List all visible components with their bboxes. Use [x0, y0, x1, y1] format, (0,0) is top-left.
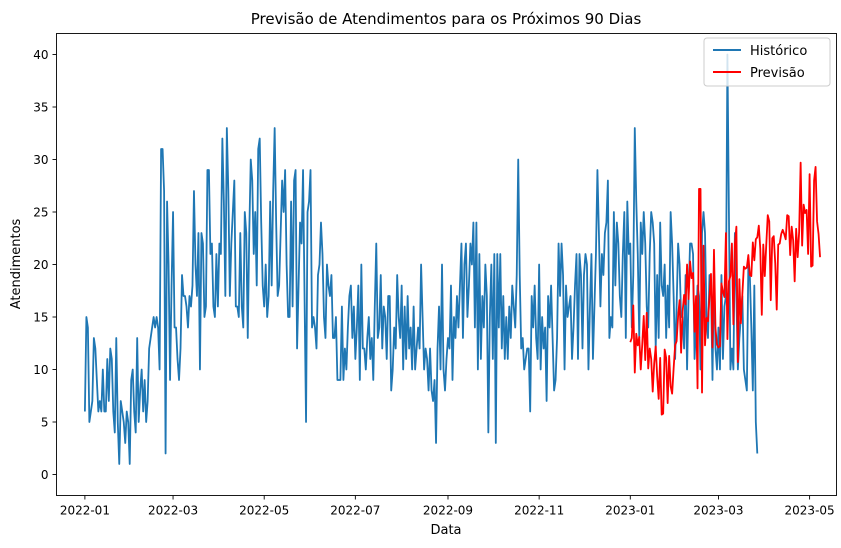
x-tick-label: 2022-05 [239, 504, 289, 518]
y-tick-label: 5 [41, 416, 49, 430]
y-tick-label: 25 [33, 206, 48, 220]
y-tick-label: 15 [33, 311, 48, 325]
legend-label-historico: Histórico [750, 44, 807, 59]
series-line-previsao [629, 161, 821, 416]
x-tick-label: 2022-07 [330, 504, 380, 518]
x-tick-label: 2022-11 [514, 504, 564, 518]
y-tick-label: 40 [33, 48, 48, 62]
chart-title: Previsão de Atendimentos para os Próximo… [251, 10, 642, 28]
x-tick-label: 2023-05 [785, 504, 835, 518]
x-axis-label: Data [430, 523, 461, 538]
y-tick-label: 0 [41, 468, 49, 482]
y-tick-label: 20 [33, 258, 48, 272]
x-tick-label: 2023-03 [693, 504, 743, 518]
legend-label-previsao: Previsão [750, 66, 805, 81]
legend: Histórico Previsão [703, 37, 831, 87]
x-tick-label: 2022-01 [60, 504, 110, 518]
x-tick-label: 2022-09 [423, 504, 473, 518]
plot-frame [56, 33, 837, 496]
y-tick-label: 30 [33, 153, 48, 167]
x-tick-label: 2023-01 [605, 504, 655, 518]
y-tick-label: 35 [33, 101, 48, 115]
y-tick-label: 10 [33, 363, 48, 377]
series-line-historico [83, 53, 759, 465]
x-tick-label: 2022-03 [148, 504, 198, 518]
y-axis-label: Atendimentos [9, 218, 24, 309]
